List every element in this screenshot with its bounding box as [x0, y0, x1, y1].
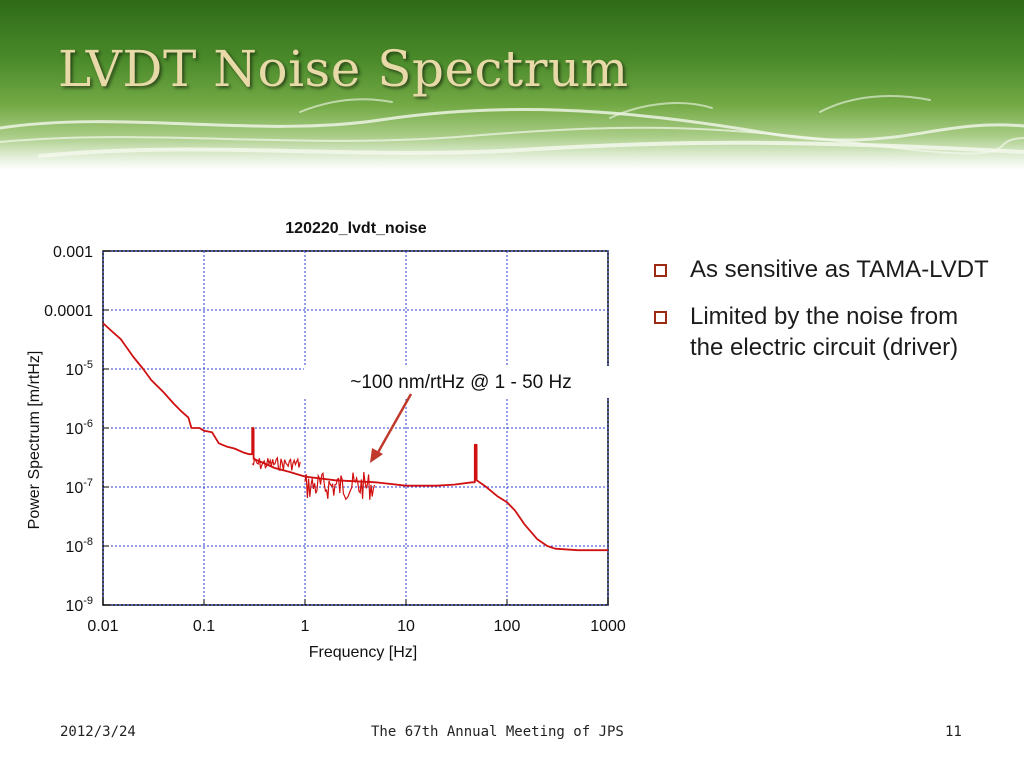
bullet-list: As sensitive as TAMA-LVDT Limited by the… — [652, 254, 992, 379]
title-banner: LVDT Noise Spectrum — [0, 0, 1024, 170]
bullet-item: As sensitive as TAMA-LVDT — [652, 254, 992, 285]
footer-date: 2012/3/24 — [60, 724, 136, 740]
slide-title: LVDT Noise Spectrum — [58, 40, 629, 98]
x-tick-label: 0.1 — [193, 618, 215, 635]
slide-number: 11 — [945, 724, 962, 740]
y-tick-label: 10-9 — [65, 595, 93, 615]
x-tick-label: 100 — [494, 618, 521, 635]
x-tick-label: 0.01 — [87, 618, 118, 635]
bullet-item: Limited by the noise from the electric c… — [652, 301, 992, 363]
annotation-box — [304, 366, 612, 398]
x-tick-label: 10 — [397, 618, 415, 635]
x-tick-label: 1000 — [590, 618, 626, 635]
y-tick-label: 10-5 — [65, 359, 93, 379]
noise-trace-line — [102, 322, 608, 552]
noise-band — [251, 456, 301, 472]
annotation-arrow — [374, 393, 413, 457]
x-axis-label: Frequency [Hz] — [309, 644, 417, 661]
annotation-text: ~100 nm/rtHz @ 1 - 50 Hz — [350, 372, 572, 393]
y-axis-label: Power Spectrum [m/rtHz] — [26, 351, 43, 530]
square-bullet-icon — [654, 311, 667, 324]
bullet-text: As sensitive as TAMA-LVDT — [690, 256, 989, 283]
bullet-text: Limited by the noise from the electric c… — [690, 303, 959, 361]
noise-band — [304, 472, 376, 501]
grass-decoration — [0, 95, 1024, 158]
y-tick-label: 10-7 — [65, 477, 93, 497]
y-tick-label: 0.001 — [53, 244, 93, 261]
y-tick-label: 10-8 — [65, 536, 93, 556]
square-bullet-icon — [654, 264, 667, 277]
chart-title: 120220_lvdt_noise — [285, 220, 427, 237]
y-tick-label: 0.0001 — [44, 303, 93, 320]
y-tick-label: 10-6 — [65, 418, 93, 438]
annotation-arrowhead — [370, 448, 383, 463]
spectrum-chart: 120220_lvdt_noise 0.01 0.1 1 10 100 1000 0.001… — [26, 220, 626, 661]
x-tick-label: 1 — [301, 618, 310, 635]
footer-event: The 67th Annual Meeting of JPS — [371, 724, 624, 740]
